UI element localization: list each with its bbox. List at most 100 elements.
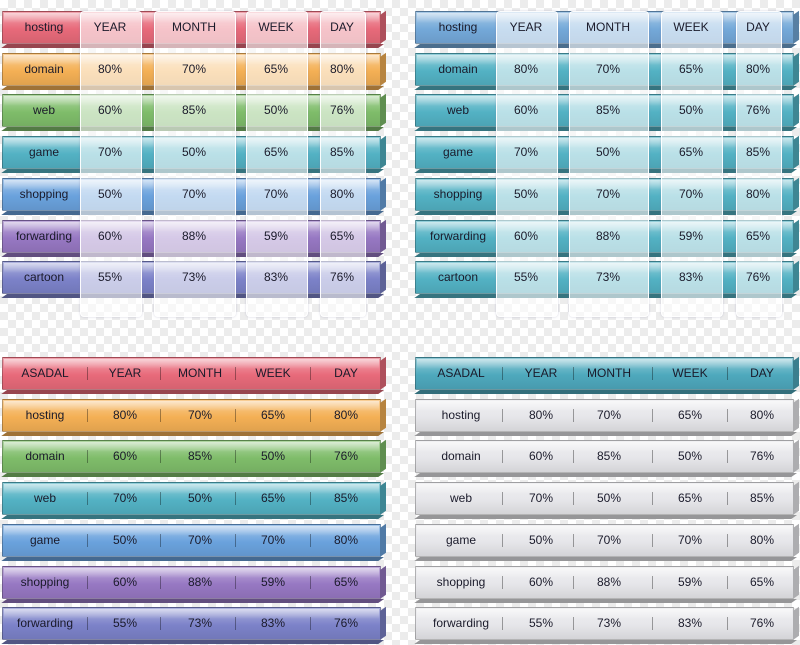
column-header: WEEK [672, 366, 708, 380]
table-row: web 70% 50% 65% 85% [1, 481, 386, 519]
row-face [415, 566, 794, 599]
row-bottom [414, 515, 797, 519]
row-bottom [414, 473, 797, 477]
row-face [2, 357, 381, 390]
row-side [793, 10, 799, 44]
value-cell: 65% [260, 408, 286, 422]
column-divider [727, 534, 728, 547]
value-cell: 80% [513, 62, 539, 76]
row-label: web [446, 103, 469, 117]
value-cell: 76% [745, 270, 771, 284]
column-header: DAY [746, 20, 770, 34]
value-cell: 88% [187, 575, 213, 589]
table-row: web 60% 85% 50% 76% [414, 93, 799, 131]
value-cell: 50% [260, 449, 286, 463]
column-header: YEAR [524, 366, 558, 380]
row-bottom [1, 557, 384, 561]
value-cell: 80% [745, 62, 771, 76]
column-divider [652, 409, 653, 422]
row-label: forwarding [429, 229, 487, 243]
column-divider [573, 617, 574, 630]
value-cell: 88% [595, 229, 621, 243]
column-header: DAY [334, 366, 358, 380]
value-cell: 80% [97, 62, 123, 76]
table-row: shopping 50% 70% 70% 80% [1, 177, 386, 215]
value-cell: 50% [112, 533, 138, 547]
column-divider [160, 534, 161, 547]
value-cell: 85% [596, 449, 622, 463]
value-cell: 88% [181, 229, 207, 243]
value-cell: 65% [677, 491, 703, 505]
value-cell: 73% [596, 616, 622, 630]
value-cell: 60% [528, 449, 554, 463]
value-cell: 50% [596, 491, 622, 505]
row-face [415, 482, 794, 515]
table-row: forwarding 55% 73% 83% 76% [1, 606, 386, 644]
row-label: hosting [441, 408, 481, 422]
value-cell: 55% [97, 270, 123, 284]
value-cell: 70% [181, 187, 207, 201]
value-cell: 50% [97, 187, 123, 201]
table-row: game 70% 50% 65% 85% [1, 135, 386, 173]
row-bottom [1, 640, 384, 644]
value-cell: 70% [112, 491, 138, 505]
column-divider [727, 576, 728, 589]
column-highlight-1 [569, 11, 649, 317]
value-cell: 65% [260, 491, 286, 505]
column-header: YEAR [509, 20, 543, 34]
header-row: ASADAL YEAR MONTH WEEK DAY [1, 356, 386, 394]
value-cell: 70% [260, 533, 286, 547]
value-cell: 50% [187, 491, 213, 505]
column-divider [87, 409, 88, 422]
column-header: DAY [330, 20, 354, 34]
column-header: MONTH [587, 366, 631, 380]
value-cell: 70% [596, 408, 622, 422]
table-row: web 60% 85% 50% 76% [1, 93, 386, 131]
value-cell: 85% [329, 145, 355, 159]
row-label: cartoon [23, 270, 65, 284]
value-cell: 65% [677, 408, 703, 422]
row-label: game [29, 533, 61, 547]
value-cell: 50% [595, 145, 621, 159]
value-cell: 70% [678, 187, 704, 201]
row-label: shopping [20, 575, 70, 589]
header-label: hosting [438, 20, 478, 34]
value-cell: 65% [329, 229, 355, 243]
column-highlight-1 [154, 11, 236, 317]
row-side [380, 52, 386, 86]
column-divider [87, 367, 88, 380]
row-face [415, 440, 794, 473]
row-face [2, 566, 381, 599]
column-divider [87, 492, 88, 505]
column-divider [727, 409, 728, 422]
column-divider [235, 617, 236, 630]
column-divider [160, 617, 161, 630]
row-side [380, 135, 386, 169]
row-bottom [1, 473, 384, 477]
table-row: domain 80% 70% 65% 80% [1, 52, 386, 90]
table-row: hosting 80% 70% 65% 80% [1, 398, 386, 436]
value-cell: 60% [112, 575, 138, 589]
row-bottom [414, 390, 797, 394]
value-cell: 85% [333, 491, 359, 505]
value-cell: 50% [513, 187, 539, 201]
column-highlight-2 [661, 11, 723, 317]
column-divider [87, 576, 88, 589]
value-cell: 85% [181, 103, 207, 117]
value-cell: 70% [595, 62, 621, 76]
value-cell: 83% [677, 616, 703, 630]
value-cell: 83% [260, 616, 286, 630]
table-row: shopping 60% 88% 59% 65% [1, 565, 386, 603]
value-cell: 73% [187, 616, 213, 630]
column-divider [652, 450, 653, 463]
column-divider [502, 450, 503, 463]
row-label: forwarding [15, 229, 73, 243]
value-cell: 50% [181, 145, 207, 159]
value-cell: 76% [329, 103, 355, 117]
row-side [380, 10, 386, 44]
row-side [380, 177, 386, 211]
row-side [793, 93, 799, 127]
column-divider [502, 492, 503, 505]
row-label: domain [24, 62, 64, 76]
column-highlight-3 [320, 11, 366, 317]
